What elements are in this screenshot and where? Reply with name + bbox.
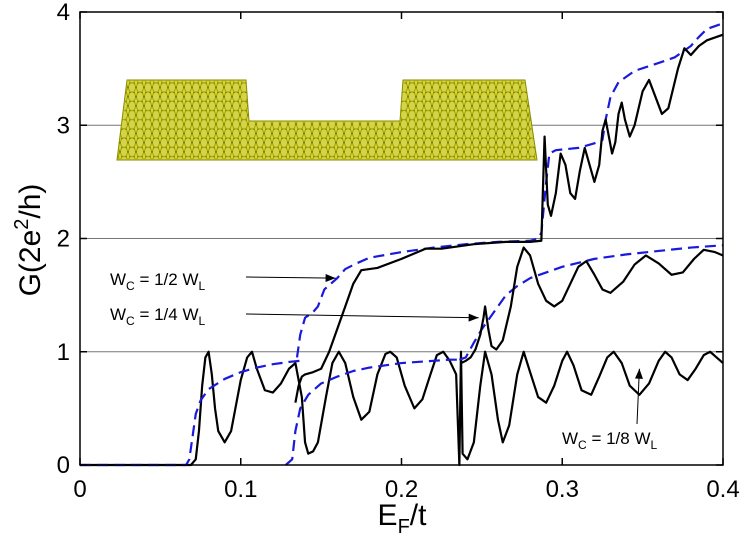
annotation-arrowhead-wc-eighth bbox=[634, 368, 643, 379]
annotation-arrow-wc-half bbox=[245, 276, 336, 279]
annotation-arrow-wc-quarter bbox=[245, 313, 479, 319]
series-line-1 bbox=[80, 359, 301, 467]
series-line-5 bbox=[294, 33, 724, 403]
y-tick-label-0: 0 bbox=[57, 452, 70, 479]
annotation-wc-eighth-part-2: = 1/8 W bbox=[587, 429, 651, 448]
inset-graphene-ribbon bbox=[116, 79, 538, 161]
x-axis-title-rest: /t bbox=[410, 499, 427, 532]
annotation-wc-quarter-part-1: C bbox=[126, 314, 135, 328]
series-line-6 bbox=[460, 246, 724, 365]
x-tick-label-2: 0.2 bbox=[385, 476, 418, 503]
annotation-arrowhead-wc-half bbox=[325, 274, 336, 283]
y-axis-title-main: G(2e bbox=[14, 230, 47, 297]
annotation-wc-half-part-1: C bbox=[126, 279, 135, 293]
annotation-wc-half-part-3: L bbox=[199, 279, 206, 293]
annotation-wc-eighth-part-0: W bbox=[562, 429, 578, 448]
annotation-wc-quarter-part-2: = 1/4 W bbox=[135, 305, 199, 324]
annotation-arrowhead-wc-quarter bbox=[468, 313, 479, 322]
y-tick-label-3: 3 bbox=[57, 112, 70, 139]
x-tick-label-0: 0 bbox=[73, 476, 86, 503]
series-line-2 bbox=[285, 358, 460, 466]
x-tick-label-3: 0.3 bbox=[546, 476, 579, 503]
annotation-wc-half-part-0: W bbox=[110, 270, 126, 289]
x-tick-label-4: 0.4 bbox=[706, 476, 739, 503]
y-tick-label-2: 2 bbox=[57, 226, 70, 253]
annotation-wc-eighth: WC = 1/8 WL bbox=[562, 429, 658, 452]
annotation-wc-eighth-part-3: L bbox=[651, 438, 658, 452]
axis-ticks: 0 0.1 0.2 0.3 0.4 0 1 2 3 4 bbox=[57, 0, 740, 503]
x-axis-title: EF/t bbox=[378, 499, 428, 538]
x-axis-title-main: E bbox=[378, 499, 398, 532]
annotation-wc-half: WC = 1/2 WL bbox=[110, 270, 206, 293]
y-axis-title-sup: 2 bbox=[11, 219, 33, 230]
annotation-wc-quarter-part-0: W bbox=[110, 305, 126, 324]
annotation-wc-quarter: WC = 1/4 WL bbox=[110, 305, 206, 328]
annotation-wc-eighth-part-1: C bbox=[578, 438, 587, 452]
x-tick-label-1: 0.1 bbox=[224, 476, 257, 503]
annotation-wc-half-part-2: = 1/2 W bbox=[135, 270, 199, 289]
y-axis-title: G(2e2/h) bbox=[11, 184, 47, 297]
y-axis-title-rest: /h) bbox=[14, 184, 47, 219]
y-tick-label-4: 4 bbox=[57, 0, 70, 26]
y-tick-label-1: 1 bbox=[57, 339, 70, 366]
series-layer bbox=[80, 22, 724, 467]
series-line-0 bbox=[80, 350, 724, 467]
series-line-4 bbox=[459, 244, 724, 361]
annotation-wc-quarter-part-3: L bbox=[199, 314, 206, 328]
x-axis-title-sub: F bbox=[398, 516, 410, 538]
